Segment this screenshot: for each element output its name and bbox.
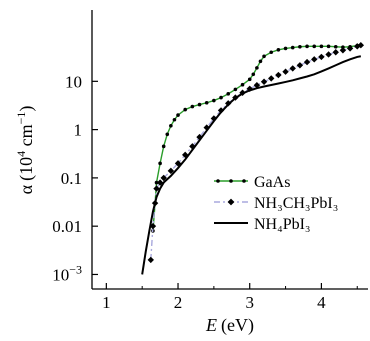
y-tick-label-1: 0.01 [52, 217, 82, 236]
series-0-point-29 [312, 44, 317, 49]
series-0-point-31 [326, 44, 331, 49]
series-1-point-5 [160, 174, 167, 182]
series-1-point-31 [346, 45, 354, 52]
series-0-point-11 [197, 102, 202, 107]
x-tick-label-4: 4 [317, 293, 326, 312]
series-1-point-33 [357, 41, 365, 49]
y-axis-symbol: α [16, 184, 36, 194]
x-tick-label-1: 1 [102, 293, 111, 312]
series-0-point-22 [262, 54, 266, 59]
series-0-point-28 [305, 44, 309, 49]
series-0-point-25 [283, 46, 288, 51]
series-0-point-15 [226, 92, 231, 96]
legend-marker [242, 179, 246, 183]
series-1-point-24 [296, 62, 304, 69]
series-0-point-30 [319, 44, 324, 49]
series-1-point-20 [268, 75, 275, 82]
series-2 [141, 55, 362, 275]
legend-item-2: NH₄PbI₃ [214, 216, 311, 233]
series-1-point-25 [303, 58, 311, 66]
series-1-point-0 [147, 256, 154, 264]
series-1-point-13 [217, 107, 225, 114]
x-tick-label-2: 2 [174, 293, 183, 312]
series-1-point-7 [174, 160, 182, 167]
series-0-point-19 [251, 72, 256, 77]
y-axis-label: α(104 cm−1) [14, 106, 37, 195]
legend-label-2: NH₄PbI₃ [254, 216, 311, 233]
series-0-point-4 [161, 144, 166, 149]
series-0-point-18 [247, 77, 252, 82]
series-0-point-13 [212, 98, 216, 103]
series-0-point-32 [333, 44, 338, 49]
series-0-point-17 [240, 82, 245, 87]
legend-label-1: NH₃CH₃PbI₃ [254, 195, 338, 212]
series-0-point-7 [172, 117, 177, 122]
series-1-point-22 [282, 68, 289, 75]
x-axis-unit: (eV) [221, 315, 254, 336]
series-1-point-30 [339, 47, 347, 54]
legend-item-0: GaAs [214, 174, 290, 191]
x-axis-label: E (eV) [205, 315, 254, 336]
y-tick-label-0: 10−3 [52, 262, 82, 284]
series-0-point-2 [154, 180, 159, 185]
series-0-point-26 [290, 45, 295, 50]
series-0-point-5 [165, 132, 170, 137]
y-tick-label-3: 1 [74, 121, 83, 140]
x-tick-label-3: 3 [245, 293, 254, 312]
series-0-point-6 [169, 123, 173, 128]
series-0-point-21 [258, 59, 263, 64]
y-tick-label-2: 0.1 [61, 169, 82, 188]
series-1-point-21 [275, 71, 282, 79]
series-line-1 [150, 44, 362, 260]
series-0-point-3 [158, 161, 162, 166]
series-1-point-28 [325, 51, 332, 58]
legend-marker [216, 179, 220, 183]
legend: GaAs NH₃CH₃PbI₃ NH₄PbI₃ [214, 174, 338, 233]
series-1-point-10 [196, 133, 203, 141]
y-tick-label-4: 10 [65, 72, 82, 91]
x-axis-symbol: E [205, 315, 217, 335]
x-ticks: 1 2 3 4 [102, 283, 358, 312]
legend-marker [227, 198, 235, 206]
series-line-2 [141, 55, 362, 275]
series-0-point-16 [233, 87, 238, 92]
series-0-point-20 [255, 66, 259, 70]
series-0-point-10 [190, 104, 195, 109]
series-0-point-14 [219, 95, 223, 100]
series-1-point-23 [289, 65, 296, 72]
series-1-point-6 [167, 167, 175, 175]
series-0-point-27 [298, 44, 302, 49]
legend-item-1: NH₃CH₃PbI₃ [214, 195, 338, 212]
series-1-point-3 [153, 185, 160, 192]
series-1-point-29 [332, 49, 339, 56]
series-1-point-19 [260, 78, 268, 85]
legend-marker [229, 179, 233, 183]
series-1 [147, 41, 365, 264]
series-0-point-8 [176, 113, 180, 117]
series-0-point-24 [276, 47, 281, 52]
y-ticks: 10−3 0.01 0.1 1 10 [52, 72, 98, 284]
series-0-point-9 [183, 107, 187, 112]
series-1-point-27 [318, 53, 325, 61]
series-0-point-23 [269, 50, 274, 55]
legend-label-0: GaAs [254, 174, 290, 191]
series-0-point-12 [204, 100, 209, 105]
series-1-point-26 [311, 56, 318, 63]
series-layer [141, 41, 365, 275]
